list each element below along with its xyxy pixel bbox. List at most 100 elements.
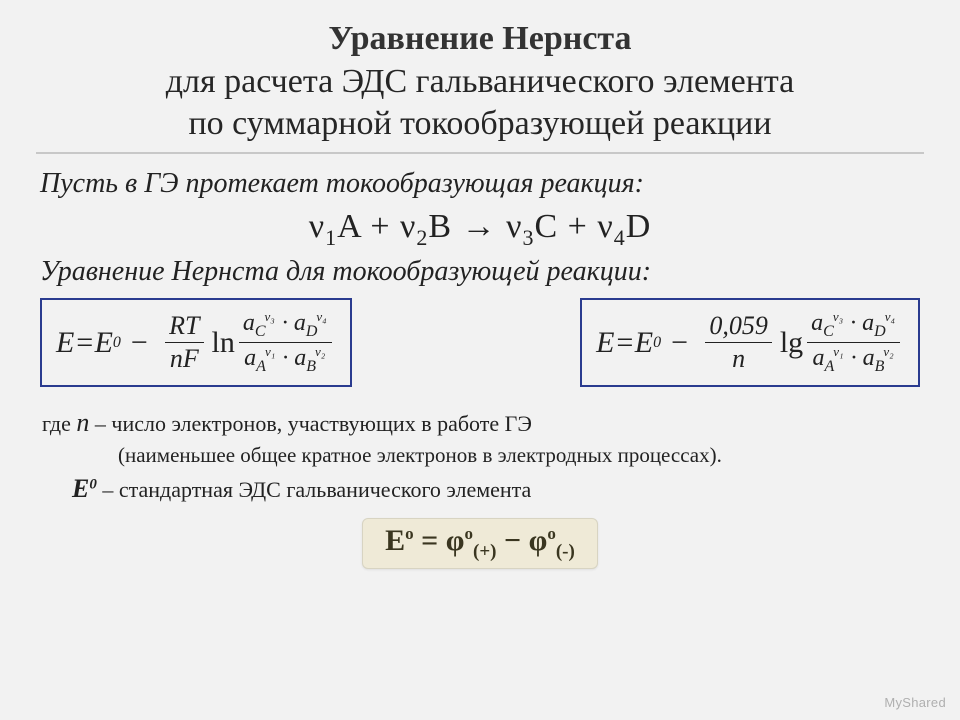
asub-B-l: B [306,358,316,375]
where-E0-var: E [72,474,89,503]
asup-v4-l: ν₄ [316,309,326,324]
res-phi1: φ [446,524,465,557]
equation-row: E = E0 − RT nF ln aCν₃ · aDν₄ [40,298,920,387]
frac-num-0059: 0,059 [705,312,772,341]
frac-num-RT: RT [165,312,203,341]
title-sub-2: по суммарной токообразующей реакции [36,103,924,146]
frac-den-act-right: aAν₁ · aBν₂ [809,345,899,375]
asub-A-l: A [256,358,266,375]
frac-activities-right: aCν₃ · aDν₄ aAν₁ · aBν₂ [807,310,900,375]
sup0-left: 0 [113,334,121,352]
frac-num-act-right: aCν₃ · aDν₄ [807,310,900,340]
asup-v1-l: ν₁ [265,344,275,359]
asub-A-r: A [825,358,835,375]
a-B-r: a [863,345,875,371]
slide: Уравнение Нернста для расчета ЭДС гальва… [0,0,960,720]
res-minus: − [497,524,529,557]
a-D-l: a [294,310,306,336]
sup0-right: 0 [653,334,661,352]
species-C: C [534,208,558,245]
sub-4: 4 [614,224,626,249]
nu-3: ν [506,208,522,245]
sub-3: 3 [522,224,534,249]
res-o1: о [405,524,414,543]
a-C-l: a [243,310,255,336]
frac-den-act-left: aAν₁ · aBν₂ [240,345,330,375]
where-dash-1: – [89,411,111,436]
frac-RT-nF: RT nF [165,312,203,374]
title-block: Уравнение Нернста для расчета ЭДС гальва… [36,18,924,154]
arrow: → [452,208,506,245]
plus-2: + [558,208,597,245]
nu-1: ν [309,208,325,245]
species-D: D [626,208,652,245]
where-n-text: число электронов, участвующих в работе Г… [111,411,531,436]
where-E0-sup: 0 [89,477,97,493]
frac-den-n: n [728,345,749,374]
E0-left: E [95,326,113,360]
minus-right: − [669,326,689,360]
asup-v3-l: ν₃ [265,309,275,324]
plus-1: + [361,208,400,245]
species-A: A [337,208,361,245]
a-A-r: a [813,345,825,371]
dot-2-r: · [851,345,857,371]
equals-right: = [615,326,635,360]
frac-bar-4 [807,342,900,343]
where-n-sub: (наименьшее общее кратное электронов в э… [118,443,924,468]
minus-left: − [129,326,149,360]
asub-B-r: B [875,358,885,375]
nu-2: ν [400,208,416,245]
asup-v2-r: ν₂ [883,344,893,359]
equation-box-right: E = E0 − 0,059 n lg aCν₃ · aDν₄ [580,298,920,387]
nu-4: ν [597,208,613,245]
where-dash-2: – [97,477,119,502]
res-minus-sub: (-) [556,541,575,562]
where-prefix: где [42,411,76,436]
a-D-r: a [862,310,874,336]
asub-D-r: D [874,323,886,340]
E0-right: E [635,326,653,360]
asub-C-r: C [823,323,834,340]
title-sub-1: для расчета ЭДС гальванического элемента [36,61,924,104]
asup-v1-r: ν₁ [833,344,843,359]
a-A-l: a [244,345,256,371]
E-left: E [56,326,74,360]
lg: lg [780,326,803,360]
equation-box-left: E = E0 − RT nF ln aCν₃ · aDν₄ [40,298,352,387]
frac-bar-3 [705,342,772,343]
res-E: E [385,524,405,557]
res-phi2: φ [529,524,548,557]
frac-num-act-left: aCν₃ · aDν₄ [239,310,332,340]
a-C-r: a [811,310,823,336]
asup-v3-r: ν₃ [833,309,843,324]
frac-bar-2 [239,342,332,343]
sub-2: 2 [416,224,428,249]
where-n-line: где n – число электронов, участвующих в … [42,405,924,441]
sub-1: 1 [325,224,337,249]
frac-0059-n: 0,059 n [705,312,772,374]
nernst-label: Уравнение Нернста для токообразующей реа… [40,256,924,288]
equation-left: E = E0 − RT nF ln aCν₃ · aDν₄ [56,310,336,375]
result-box: Eо = φо(+) − φо(-) [362,518,598,569]
frac-den-nF: nF [166,345,203,374]
frac-activities-left: aCν₃ · aDν₄ aAν₁ · aBν₂ [239,310,332,375]
ln: ln [212,326,235,360]
res-eq: = [414,524,446,557]
res-plus-sub: (+) [473,541,496,562]
title-main: Уравнение Нернста [36,18,924,61]
where-E0-text: стандартная ЭДС гальванического элемента [119,477,531,502]
a-B-l: a [294,345,306,371]
dot-1-r: · [850,310,856,336]
equals-left: = [74,326,94,360]
asup-v2-l: ν₂ [315,344,325,359]
dot-1-l: · [282,310,288,336]
equation-right: E = E0 − 0,059 n lg aCν₃ · aDν₄ [596,310,904,375]
E-right: E [596,326,614,360]
asup-v4-r: ν₄ [885,309,895,324]
where-n-var: n [76,408,89,437]
asub-D-l: D [306,323,318,340]
where-E0-line: E0 – стандартная ЭДС гальванического эле… [72,474,924,504]
asub-C-l: C [255,323,266,340]
reaction-equation: ν1A + ν2B → ν3C + ν4D [36,208,924,251]
